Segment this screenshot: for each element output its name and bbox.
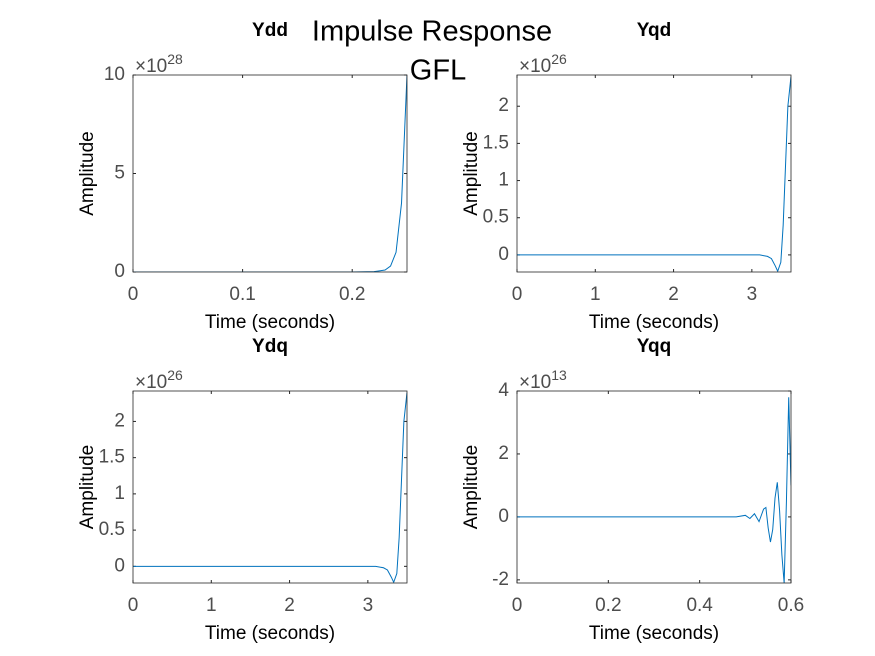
subplot-title: Ydd (252, 20, 288, 41)
y-axis-label: Amplitude (77, 445, 98, 530)
x-tick-label: 3 (747, 284, 758, 305)
axes-box (132, 74, 408, 273)
x-tick-label: 0.2 (595, 595, 621, 616)
x-tick-label: 0 (128, 595, 139, 616)
y-axis-label: Amplitude (461, 445, 482, 530)
x-tick-label: 0 (512, 595, 523, 616)
axes-box (516, 74, 792, 273)
x-tick-label: 1 (206, 595, 217, 616)
x-tick-label: 1 (590, 284, 601, 305)
x-tick-label: 2 (668, 284, 679, 305)
y-tick-label: 10 (104, 64, 125, 85)
y-scale-base: ×10 (135, 56, 167, 77)
axes-box (132, 390, 408, 584)
subplot-title: Yqd (637, 20, 671, 41)
y-scale-exponent: 26 (551, 51, 567, 67)
y-scale-base: ×10 (135, 372, 167, 393)
x-axis-label: Time (seconds) (205, 623, 335, 644)
y-scale-base: ×10 (519, 372, 551, 393)
axes-box (516, 390, 792, 584)
plot-area (517, 391, 791, 583)
line (517, 76, 791, 272)
y-axis-label: Amplitude (461, 131, 482, 216)
y-scale-label: ×1026 (519, 51, 567, 77)
y-tick-label: -2 (492, 569, 509, 590)
y-tick-label: 4 (498, 380, 509, 401)
y-scale-exponent: 28 (167, 51, 183, 67)
x-tick-label: 0 (128, 284, 139, 305)
plot-area (133, 75, 407, 272)
y-tick-label: 0 (114, 555, 125, 576)
x-axis-label: Time (seconds) (589, 623, 719, 644)
y-tick-label: 1 (114, 483, 125, 504)
x-tick-label: 3 (363, 595, 374, 616)
y-scale-exponent: 13 (551, 367, 567, 383)
x-axis-label: Time (seconds) (205, 312, 335, 333)
y-scale-label: ×1028 (135, 51, 183, 77)
figure-title: Impulse Response (312, 16, 552, 48)
subplot-title: Ydq (252, 336, 288, 357)
y-tick-label: 0 (498, 506, 509, 527)
x-tick-label: 0.4 (686, 595, 713, 616)
x-tick-label: 0 (512, 284, 523, 305)
subplot-title: Yqq (637, 336, 671, 357)
y-tick-label: 0 (498, 244, 509, 265)
line (517, 397, 791, 583)
y-tick-label: 0.5 (99, 519, 125, 540)
x-tick-label: 0.2 (339, 284, 365, 305)
y-scale-label: ×1013 (519, 367, 567, 393)
x-tick-label: 0.6 (778, 595, 804, 616)
y-tick-label: 2 (498, 95, 509, 116)
line (133, 392, 407, 583)
y-tick-label: 1.5 (99, 447, 125, 468)
figure-subtitle: GFL (410, 55, 466, 87)
y-scale-exponent: 26 (167, 367, 183, 383)
x-tick-label: 0.1 (229, 284, 255, 305)
y-tick-label: 2 (114, 410, 125, 431)
y-tick-label: 1 (498, 170, 509, 191)
x-tick-label: 2 (284, 595, 295, 616)
y-tick-label: 0.5 (483, 207, 509, 228)
plot-area (133, 391, 407, 583)
y-scale-label: ×1026 (135, 367, 183, 393)
y-axis-label: Amplitude (77, 131, 98, 216)
y-tick-label: 1.5 (483, 132, 509, 153)
y-tick-label: 5 (114, 163, 125, 184)
y-tick-label: 2 (498, 443, 509, 464)
y-tick-label: 0 (114, 261, 125, 282)
y-scale-base: ×10 (519, 56, 551, 77)
x-axis-label: Time (seconds) (589, 312, 719, 333)
plot-area (517, 75, 791, 272)
